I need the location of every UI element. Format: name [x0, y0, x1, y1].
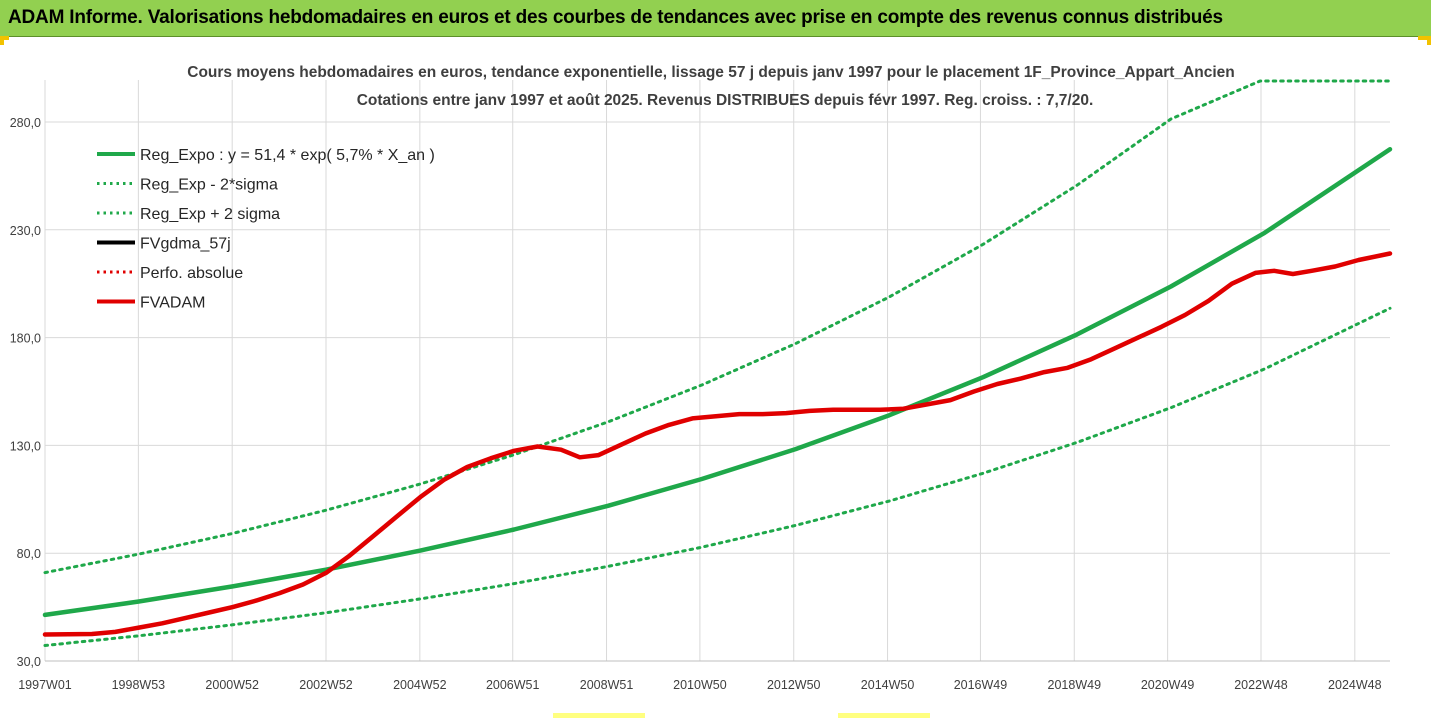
legend-label: Perfo. absolue [140, 265, 243, 282]
series-fvadam [42, 251, 1393, 637]
x-tick-label: 2018W49 [1048, 678, 1102, 692]
corner-mark-top-left-h [0, 36, 9, 40]
series-reg-minus-2sigma [43, 306, 1392, 647]
x-tick-label: 2022W48 [1234, 678, 1288, 692]
y-tick-label: 180,0 [10, 332, 41, 346]
y-tick-label: 230,0 [10, 224, 41, 238]
x-tick-label: 2000W52 [205, 678, 259, 692]
x-tick-label: 2010W50 [673, 678, 727, 692]
corner-mark-top-right [1427, 36, 1431, 45]
y-tick-label: 280,0 [10, 116, 41, 130]
legend-label: FVgdma_57j [140, 236, 231, 253]
bottom-marker-left [553, 713, 645, 718]
grid-lines [44, 80, 1390, 662]
legend-label: Reg_Expo : y = 51,4 * exp( 5,7% * X_an ) [140, 147, 435, 164]
x-tick-label: 1998W53 [112, 678, 166, 692]
y-tick-label: 130,0 [10, 439, 41, 453]
series-lines [42, 79, 1393, 647]
x-tick-label: 1997W01 [18, 678, 72, 692]
report-banner: ADAM Informe. Valorisations hebdomadaire… [0, 0, 1431, 37]
corner-mark-top-left [0, 36, 4, 45]
legend-label: Reg_Exp + 2 sigma [140, 206, 280, 223]
legend-label: Reg_Exp - 2*sigma [140, 177, 278, 194]
banner-title: ADAM Informe. Valorisations hebdomadaire… [8, 7, 1223, 28]
chart-title: Cours moyens hebdomadaires en euros, ten… [187, 64, 1234, 81]
chart-subtitle: Cotations entre janv 1997 et août 2025. … [357, 92, 1094, 109]
axis-labels: 30,0 80,0 130,0 180,0 230,0 280,0 1997W01 1998W… [10, 116, 1382, 692]
chart-legend: Reg_Expo : y = 51,4 * exp( 5,7% * X_an )… [97, 147, 435, 312]
x-tick-label: 2008W51 [580, 678, 634, 692]
x-tick-label: 2014W50 [861, 678, 915, 692]
x-tick-label: 2006W51 [486, 678, 540, 692]
series-reg-expo [42, 146, 1393, 618]
y-tick-label: 30,0 [17, 655, 41, 669]
series-reg-plus-2sigma [43, 79, 1392, 575]
bottom-marker-right [838, 713, 930, 718]
x-tick-label: 2024W48 [1328, 678, 1382, 692]
x-tick-label: 2002W52 [299, 678, 353, 692]
corner-mark-top-right-h [1418, 36, 1431, 40]
legend-label: FVADAM [140, 295, 205, 312]
y-tick-label: 80,0 [17, 547, 41, 561]
x-tick-label: 2004W52 [393, 678, 447, 692]
x-tick-label: 2016W49 [954, 678, 1008, 692]
x-tick-label: 2020W49 [1141, 678, 1195, 692]
x-tick-label: 2012W50 [767, 678, 821, 692]
